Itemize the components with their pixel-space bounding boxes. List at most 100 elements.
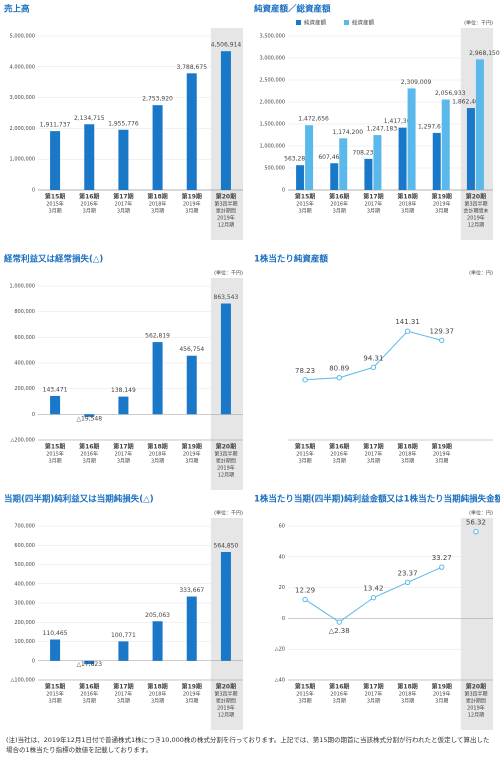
value-label: 4,506,914 [211, 42, 242, 49]
marker [302, 377, 308, 383]
x-tick-label: 3月期 [367, 459, 380, 465]
value-label: 110,465 [43, 630, 68, 637]
x-tick-label: 3月期 [185, 459, 198, 465]
value-label: 1,862,461 [452, 99, 483, 106]
x-tick-label: 第16期 [78, 683, 99, 691]
x-tick-label: 第16期 [78, 443, 99, 451]
y-tick-label: 4,000,000 [10, 64, 35, 70]
y-tick-label: 5,000,000 [10, 34, 35, 40]
y-tick-label: 600,000 [14, 543, 35, 549]
x-tick-label: 2017年 [115, 201, 133, 208]
x-tick-label: 第16期 [78, 193, 99, 201]
value-label: 1,297,611 [418, 123, 449, 130]
x-tick-label: 第3四半期 [214, 451, 237, 458]
x-tick-label: 2016年 [80, 691, 98, 698]
x-tick-label: 3月期 [333, 459, 346, 465]
x-tick-label: 3月期 [185, 209, 198, 215]
x-tick-label: 2019年 [217, 215, 235, 222]
value-label: 2,134,715 [74, 115, 105, 122]
x-tick-label: 2019年 [217, 465, 235, 472]
x-tick-label: 第18期 [146, 193, 167, 201]
value-label: 13.42 [363, 585, 383, 593]
marker [336, 375, 342, 381]
value-label: △17,823 [76, 661, 102, 668]
value-label: 2,309,009 [401, 79, 432, 86]
x-tick-label: 2019年 [183, 201, 201, 208]
marker [439, 337, 445, 344]
y-tick-label: 1,000,000 [10, 284, 35, 290]
x-tick-label: 第3四半期 [464, 201, 487, 208]
value-label: 1,247,183 [367, 126, 398, 133]
value-label: 1,911,737 [40, 122, 71, 129]
x-tick-label: 2016年 [330, 201, 348, 208]
value-label: 563,289 [284, 156, 309, 163]
x-tick-label: 累計期間 [466, 698, 486, 705]
x-tick-label: 会計期間末 [463, 208, 488, 215]
x-tick-label: 3月期 [333, 209, 346, 215]
x-tick-label: 3月期 [151, 459, 164, 465]
x-tick-label: 2017年 [365, 201, 383, 208]
x-tick-label: 第16期 [328, 193, 349, 201]
bar [50, 639, 61, 661]
x-tick-label: 3月期 [298, 699, 311, 705]
x-tick-label: 第16期 [328, 683, 349, 691]
unit-label: (単位：千円) [214, 510, 243, 517]
x-tick-label: 第17期 [362, 443, 383, 451]
marker [336, 619, 342, 625]
x-tick-label: 12月期 [468, 223, 484, 229]
unit-label: (単位：千円) [464, 20, 493, 27]
bar [118, 129, 129, 190]
x-tick-label: 12月期 [218, 473, 234, 479]
x-tick-label: 第16期 [328, 443, 349, 451]
x-tick-label: 3月期 [367, 699, 380, 705]
x-tick-label: 第15期 [294, 683, 315, 691]
y-tick-label: 500,000 [14, 562, 35, 568]
x-tick-label: 第17期 [362, 193, 383, 201]
x-tick-label: 第17期 [112, 193, 133, 201]
line-segment [407, 566, 442, 583]
x-tick-label: 2016年 [330, 691, 348, 698]
x-tick-label: 第19期 [431, 683, 452, 691]
value-label: 3,788,675 [176, 64, 207, 71]
value-label: 1,174,200 [332, 129, 363, 136]
x-tick-label: 第19期 [431, 443, 452, 451]
bar [186, 596, 197, 661]
bar [220, 303, 231, 415]
x-tick-label: 第20期 [215, 443, 236, 451]
bar [364, 158, 373, 190]
value-label: 143,471 [43, 386, 68, 393]
bar [84, 414, 95, 417]
bar [220, 51, 231, 191]
value-label: △2.38 [329, 627, 350, 635]
line-segment [338, 597, 374, 623]
bar [407, 88, 416, 190]
y-tick-label: 0 [32, 188, 35, 194]
y-tick-label: 2,000,000 [260, 100, 285, 106]
x-tick-label: 3月期 [435, 209, 448, 215]
marker [404, 328, 411, 334]
x-tick-label: 2015年 [296, 201, 314, 208]
chart-title: 当期(四半期)純利益又は当期純損失(△) [4, 494, 154, 505]
bar [220, 552, 231, 661]
line-segment [373, 581, 408, 599]
x-tick-label: 2018年 [149, 451, 167, 458]
marker [473, 528, 479, 535]
unit-label: (単位：千円) [214, 270, 243, 277]
x-tick-label: 2019年 [433, 201, 451, 208]
x-tick-label: 第19期 [181, 683, 202, 691]
x-tick-label: 第20期 [465, 193, 486, 201]
value-label: 863,543 [214, 294, 239, 301]
x-tick-label: 3月期 [151, 699, 164, 705]
y-tick-label: 3,500,000 [260, 34, 285, 40]
x-tick-label: 3月期 [435, 699, 448, 705]
bar [305, 125, 314, 190]
y-tick-label: △20 [275, 647, 285, 653]
x-tick-label: 第19期 [431, 193, 452, 201]
unit-label: (単位：円) [469, 510, 493, 517]
y-tick-label: 100,000 [14, 639, 35, 645]
value-label: △19,548 [76, 415, 102, 422]
x-tick-label: 2015年 [296, 691, 314, 698]
x-tick-label: 第3四半期 [214, 201, 237, 208]
value-label: 333,667 [179, 587, 204, 594]
